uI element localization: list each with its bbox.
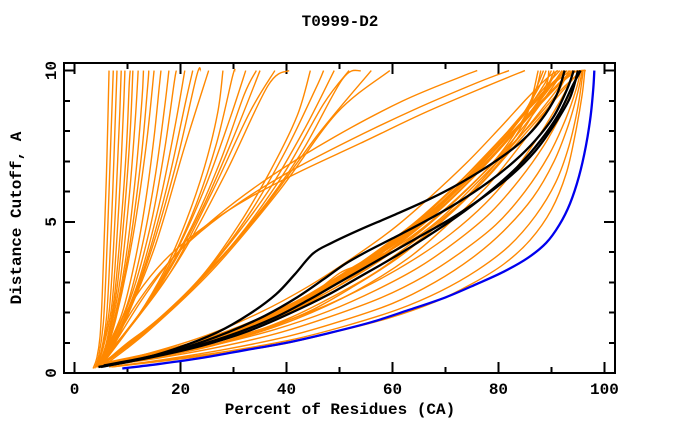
model-curves-orange: [95, 69, 526, 368]
model-curves-orange: [108, 70, 583, 368]
model-curves-orange: [100, 70, 555, 367]
model-curves-orange: [101, 70, 155, 365]
x-tick-label: 100: [590, 381, 619, 399]
model-curves-orange: [98, 69, 559, 367]
model-curves-orange: [106, 70, 582, 367]
model-curves-orange: [103, 69, 290, 363]
model-curves-orange: [100, 70, 547, 368]
model-curves-orange: [100, 70, 550, 368]
best-model-curve-blue: [122, 70, 596, 370]
model-curves-orange: [94, 70, 114, 369]
model-curves-orange: [97, 70, 134, 366]
y-tick-label: 5: [43, 217, 61, 227]
model-curves-orange: [96, 70, 126, 368]
highlighted-model-curves-black: [103, 70, 580, 367]
model-curves-orange: [103, 70, 210, 363]
model-curves-orange: [106, 70, 570, 367]
x-tick-label: 60: [383, 381, 402, 399]
model-curves-orange: [103, 70, 372, 365]
model-curves-orange: [95, 70, 122, 368]
x-tick-label: 80: [489, 381, 508, 399]
y-tick-label: 0: [43, 368, 61, 378]
highlighted-model-curves-black: [98, 70, 566, 369]
model-curves-orange: [100, 69, 478, 366]
model-curves-orange: [97, 70, 178, 366]
model-curves-orange: [97, 69, 510, 368]
x-tick-label: 20: [171, 381, 190, 399]
model-curves-orange: [92, 70, 110, 369]
model-curves-orange: [103, 70, 563, 367]
x-axis-label: Percent of Residues (CA): [224, 401, 456, 419]
model-curves-orange: [100, 70, 335, 366]
y-tick-label: 10: [43, 61, 61, 80]
model-curves-orange: [108, 69, 587, 364]
highlighted-model-curves-black: [106, 70, 582, 367]
model-curves-orange: [99, 70, 139, 366]
model-curves-orange: [98, 70, 542, 368]
model-curves-orange: [103, 69, 576, 365]
x-tick-label: 0: [70, 381, 80, 399]
x-tick-label: 40: [277, 381, 296, 399]
highlighted-model-curves-black: [100, 70, 575, 369]
chart-title: T0999-D2: [301, 13, 379, 31]
model-curves-orange: [111, 70, 584, 368]
model-curves-orange: [100, 70, 558, 367]
model-curves-orange: [103, 70, 571, 365]
model-curves-orange: [105, 70, 391, 365]
model-curves-orange: [96, 70, 170, 368]
